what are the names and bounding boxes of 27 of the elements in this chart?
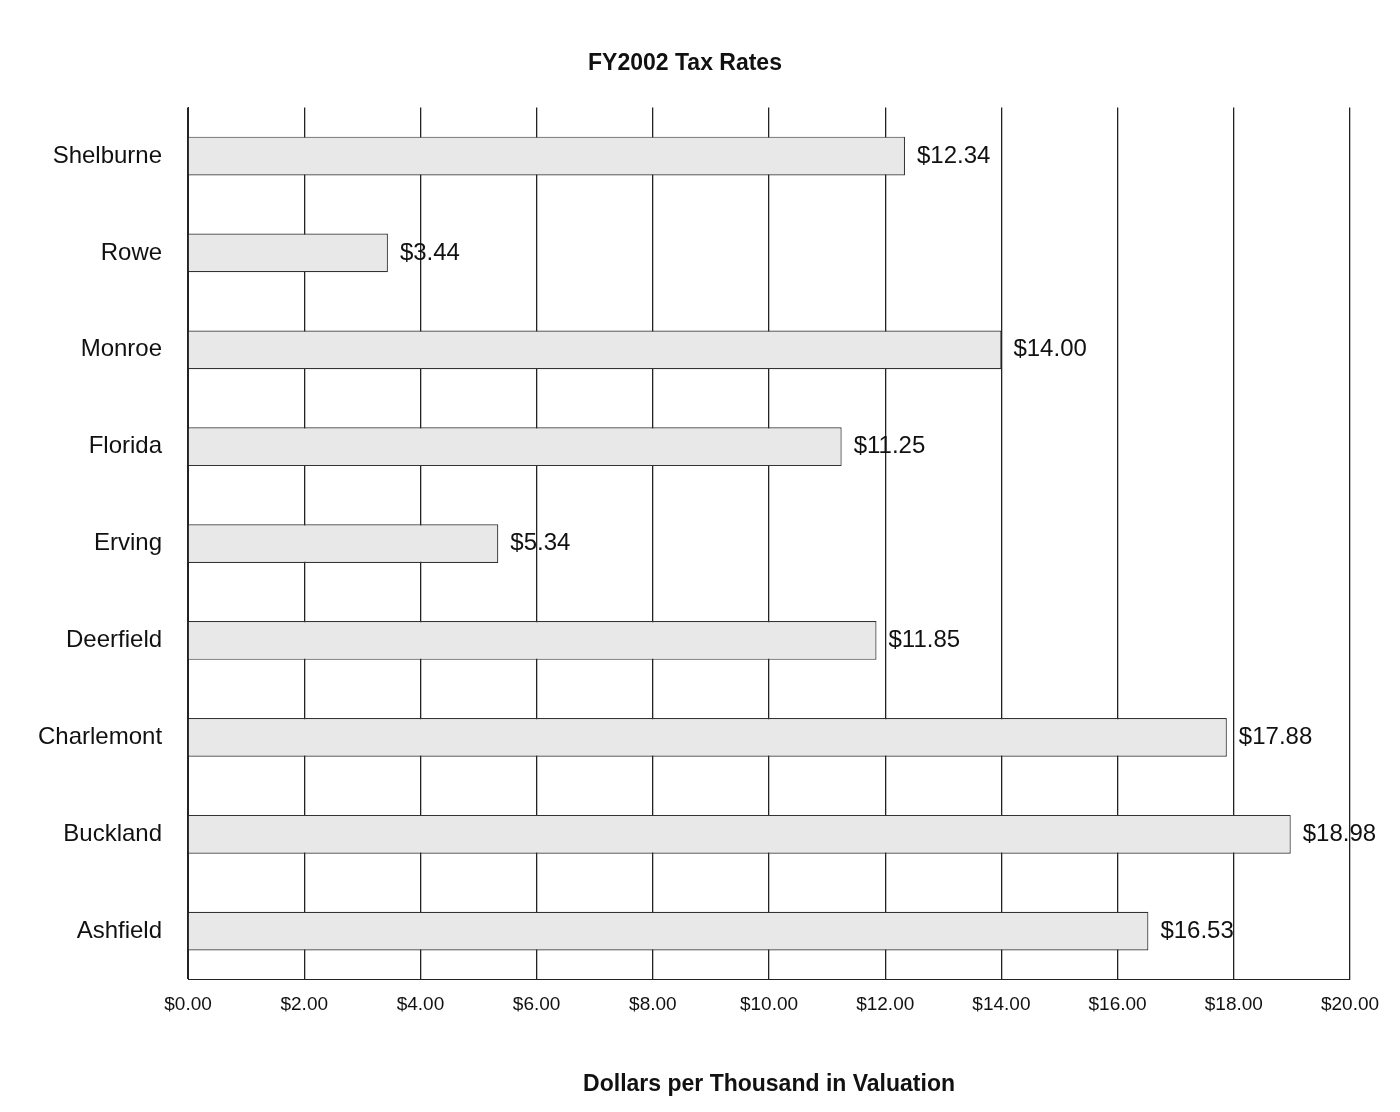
y-tick-label: Ashfield	[76, 915, 163, 943]
y-tick-label: Florida	[88, 431, 163, 459]
y-tick-label: Shelburne	[52, 140, 163, 168]
x-tick-label: $4.00	[396, 993, 445, 1015]
y-tick-label: Erving	[94, 528, 163, 556]
y-tick-label: Buckland	[63, 818, 163, 846]
x-tick-label: $12.00	[856, 993, 915, 1015]
x-tick-label: $0.00	[164, 993, 212, 1015]
y-tick-label: Charlemont	[37, 722, 163, 749]
data-label: $12.34	[916, 140, 991, 168]
data-label: $14.00	[1013, 334, 1087, 362]
y-tick-label: Deerfield	[66, 625, 163, 653]
data-label: $11.85	[888, 625, 961, 653]
y-tick-label: Monroe	[80, 334, 163, 362]
x-axis-title: Dollars per Thousand in Valuation	[583, 1069, 955, 1096]
x-tick-label: $14.00	[972, 993, 1031, 1015]
x-tick-label: $6.00	[512, 993, 561, 1015]
y-tick-label: Rowe	[100, 237, 163, 265]
x-tick-label: $16.00	[1088, 993, 1147, 1015]
data-label: $17.88	[1238, 722, 1313, 749]
data-label: $16.53	[1160, 915, 1234, 943]
x-tick-label: $20.00	[1320, 993, 1380, 1015]
x-tick-label: $2.00	[280, 993, 329, 1015]
x-tick-label: $10.00	[739, 993, 799, 1015]
x-tick-label: $18.00	[1204, 993, 1263, 1015]
x-tick-label: $8.00	[629, 993, 677, 1015]
chart-title: FY2002 Tax Rates	[588, 49, 782, 76]
